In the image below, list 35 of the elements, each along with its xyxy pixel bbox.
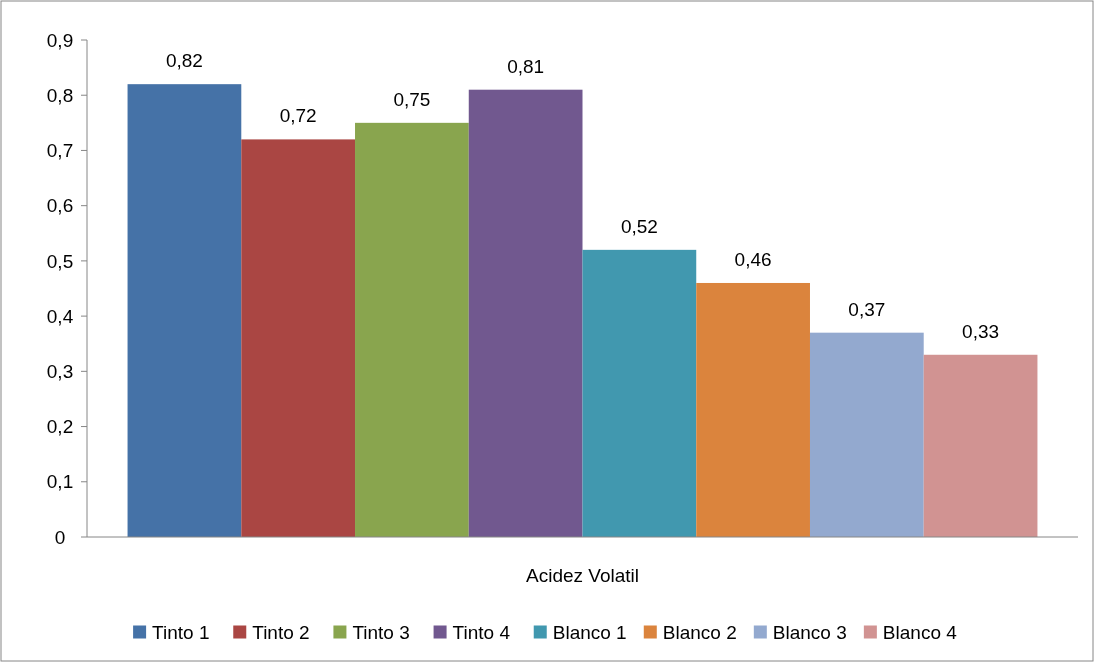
bar — [355, 122, 469, 537]
legend-label: Tinto 3 — [352, 622, 410, 643]
y-tick-label: 0,8 — [46, 84, 74, 106]
legend-label: Tinto 4 — [452, 622, 511, 643]
bar — [468, 89, 583, 537]
bar — [127, 84, 242, 537]
bar — [809, 332, 924, 537]
data-label: 0,81 — [507, 55, 545, 77]
data-label: 0,72 — [279, 105, 317, 127]
y-tick-label: 0,6 — [46, 195, 74, 217]
bar — [582, 249, 697, 537]
legend-label: Blanco 4 — [882, 622, 958, 643]
y-tick-label: 0,3 — [46, 360, 74, 382]
data-label: 0,46 — [734, 248, 772, 270]
data-label: 0,37 — [848, 298, 886, 320]
y-tick-label: 0,7 — [46, 140, 74, 162]
y-tick-label: 0,2 — [46, 416, 74, 438]
legend-label: Tinto 2 — [252, 622, 310, 643]
legend-label: Blanco 3 — [772, 622, 847, 643]
legend-label: Blanco 1 — [552, 622, 627, 643]
data-label: 0,52 — [620, 215, 658, 237]
data-label: 0,33 — [962, 320, 1000, 342]
x-tick-label: Acidez Volatil — [525, 565, 640, 586]
y-tick-label: 0,9 — [46, 29, 74, 51]
bar — [241, 139, 356, 537]
y-tick-label: 0,5 — [46, 250, 74, 272]
legend-label: Blanco 2 — [662, 622, 737, 643]
bar — [923, 354, 1038, 537]
y-tick-label: 0,4 — [46, 305, 74, 327]
legend-label: Tinto 1 — [152, 622, 210, 643]
y-tick-label: 0 — [54, 526, 66, 548]
y-tick-label: 0,1 — [46, 471, 74, 493]
bar — [696, 282, 810, 537]
data-label: 0,82 — [165, 50, 203, 72]
data-label: 0,75 — [393, 88, 431, 110]
